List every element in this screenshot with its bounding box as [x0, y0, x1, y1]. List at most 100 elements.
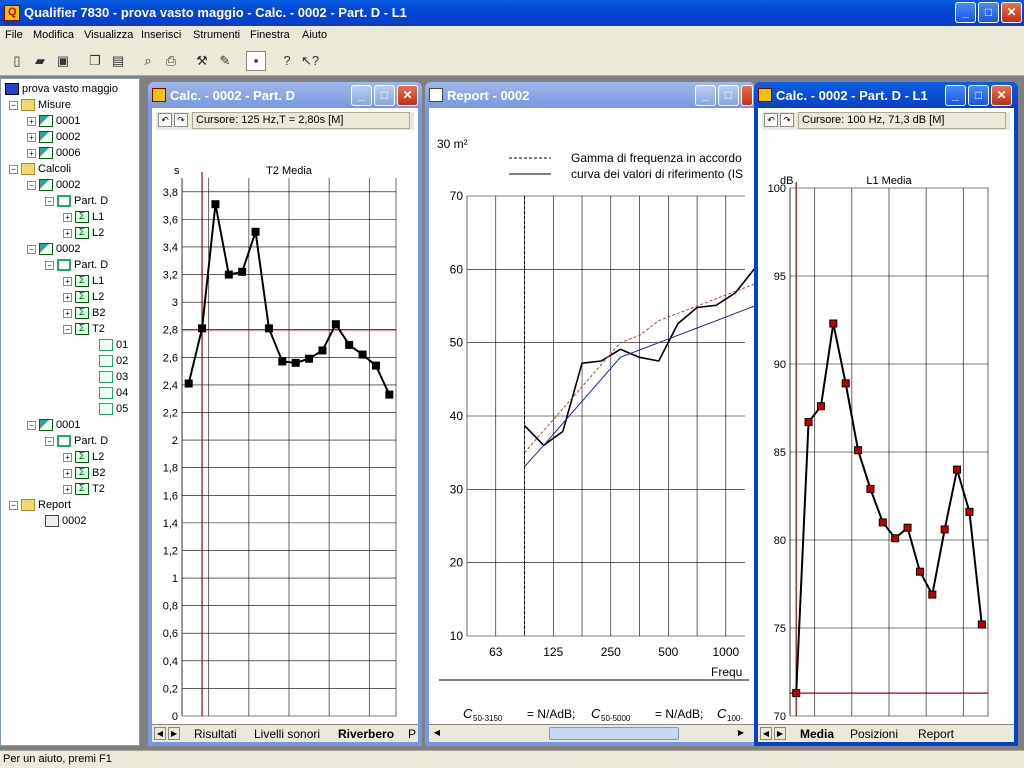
tab-scroll-left-icon[interactable]: ◀ [760, 727, 772, 740]
tab-posizioni[interactable]: Posizioni [850, 727, 899, 741]
redo-icon[interactable]: ↷ [780, 113, 794, 127]
close-button[interactable]: ✕ [397, 85, 418, 106]
tree-root[interactable]: prova vasto maggio [5, 81, 118, 97]
new-icon[interactable]: ▯ [13, 53, 21, 68]
minimize-button[interactable]: _ [351, 85, 372, 106]
expand-icon[interactable]: + [63, 468, 72, 478]
tree-node[interactable]: + Σ B2 [63, 465, 105, 481]
expand-icon[interactable]: + [27, 132, 36, 142]
tree-node[interactable]: − Σ T2 [63, 321, 105, 337]
tree-node[interactable]: −0002 [27, 177, 80, 193]
collapse-icon[interactable]: − [45, 260, 54, 270]
tree-node[interactable]: −0001 [27, 417, 80, 433]
tree-node[interactable]: +0002 [27, 129, 80, 145]
analyze-icon[interactable]: ⚒ [196, 53, 208, 68]
expand-icon[interactable]: + [63, 212, 72, 222]
save-icon[interactable]: ▣ [56, 53, 70, 68]
tree-node[interactable]: 05 [99, 401, 128, 417]
redo-icon[interactable]: ↷ [174, 113, 188, 127]
tree-node[interactable]: 04 [99, 385, 128, 401]
expand-icon[interactable]: + [63, 308, 72, 318]
menu-aiuto[interactable]: Aiuto [302, 29, 328, 41]
close-button[interactable]: ✕ [1001, 2, 1022, 23]
expand-icon[interactable]: + [63, 276, 72, 286]
scroll-thumb[interactable] [549, 727, 679, 740]
expand-icon[interactable]: + [63, 484, 72, 494]
project-tree[interactable]: prova vasto maggio − Misure +0001 +0002 +… [0, 78, 140, 746]
tree-node[interactable]: + Σ L1 [63, 209, 104, 225]
collapse-icon[interactable]: − [45, 436, 54, 446]
minimize-button[interactable]: _ [945, 85, 966, 106]
collapse-icon[interactable]: − [27, 244, 36, 254]
print-icon[interactable]: ⎙ [165, 53, 177, 68]
tree-node[interactable]: 0002 [45, 513, 86, 529]
tab-scroll-right-icon[interactable]: ▶ [774, 727, 786, 740]
tree-node[interactable]: 02 [99, 353, 128, 369]
tab-livelli-sonori[interactable]: Livelli sonori [254, 727, 321, 741]
paste-icon[interactable]: ▤ [111, 53, 125, 68]
help-icon[interactable]: ? [283, 53, 291, 68]
edit-icon[interactable]: ✎ [219, 53, 231, 68]
close-button[interactable]: ✕ [991, 85, 1012, 106]
undo-icon[interactable]: ↶ [764, 113, 778, 127]
collapse-icon[interactable]: − [9, 164, 18, 174]
collapse-icon[interactable]: − [9, 500, 18, 510]
tree-node[interactable]: − Report [9, 497, 71, 513]
tree-node[interactable]: −0002 [27, 241, 80, 257]
tab-report[interactable]: Report [918, 727, 955, 741]
tree-node[interactable]: +0001 [27, 113, 80, 129]
window-l1[interactable]: Calc. - 0002 - Part. D - L1 _ □ ✕ ↶ ↷ Cu… [754, 82, 1018, 746]
tree-node[interactable]: − Misure [9, 97, 71, 113]
reverb-chart[interactable]: sT2 MediaHz00,20,40,60,811,21,41,61,822,… [152, 138, 418, 728]
maximize-button[interactable]: □ [968, 85, 989, 106]
scroll-left-icon[interactable]: ◀ [433, 728, 441, 737]
tab-media[interactable]: Media [800, 727, 835, 741]
maximize-button[interactable]: □ [374, 85, 395, 106]
open-icon[interactable]: ▰ [35, 53, 45, 68]
window-report[interactable]: Report - 0002 _ □ 30 m² Gamma di frequenz… [425, 82, 755, 746]
tree-node[interactable]: + Σ L1 [63, 273, 104, 289]
tree-node[interactable]: − Part. D [45, 257, 108, 273]
tab-risultati[interactable]: Risultati [194, 727, 237, 741]
minimize-button[interactable]: _ [955, 2, 976, 23]
maximize-button[interactable]: □ [718, 85, 739, 106]
menu-strumenti[interactable]: Strumenti [193, 29, 241, 41]
collapse-icon[interactable]: − [27, 420, 36, 430]
report-chart[interactable]: 30 m² Gamma di frequenza in accordo curva … [429, 108, 755, 724]
window-reverb[interactable]: Calc. - 0002 - Part. D _ □ ✕ ↶ ↷ Cursore… [148, 82, 422, 746]
menu-file[interactable]: File [5, 29, 23, 41]
collapse-icon[interactable]: − [45, 196, 54, 206]
minimize-button[interactable]: _ [695, 85, 716, 106]
tree-node[interactable]: − Calcoli [9, 161, 71, 177]
collapse-icon[interactable]: − [27, 180, 36, 190]
menu-finestra[interactable]: Finestra [250, 29, 290, 41]
expand-icon[interactable]: + [27, 148, 36, 158]
expand-icon[interactable]: + [63, 228, 72, 238]
tree-node[interactable]: + Σ T2 [63, 481, 105, 497]
tree-icon[interactable]: ▪ [246, 51, 266, 71]
menu-inserisci[interactable]: Inserisci [141, 29, 182, 41]
collapse-icon[interactable]: − [9, 100, 18, 110]
menu-visualizza[interactable]: Visualizza [84, 29, 134, 41]
tab-scroll-right-icon[interactable]: ▶ [168, 727, 180, 740]
tree-node[interactable]: + Σ L2 [63, 289, 104, 305]
tab-p[interactable]: P [408, 727, 417, 741]
collapse-icon[interactable]: − [63, 324, 72, 334]
context-help-icon[interactable]: ↖? [301, 53, 320, 68]
expand-icon[interactable]: + [27, 116, 36, 126]
expand-icon[interactable]: + [63, 452, 72, 462]
tree-node[interactable]: − Part. D [45, 433, 108, 449]
copy-icon[interactable]: ❐ [89, 53, 101, 68]
tree-node[interactable]: 01 [99, 337, 128, 353]
tree-node[interactable]: 03 [99, 369, 128, 385]
horizontal-scrollbar[interactable]: ◀ ▶ [429, 724, 755, 742]
maximize-button[interactable]: □ [978, 2, 999, 23]
close-button[interactable] [741, 85, 753, 106]
tree-node[interactable]: + Σ L2 [63, 449, 104, 465]
tree-node[interactable]: + Σ L2 [63, 225, 104, 241]
tree-node[interactable]: +0006 [27, 145, 80, 161]
expand-icon[interactable]: + [63, 292, 72, 302]
tab-riverbero[interactable]: Riverbero [338, 727, 395, 741]
menu-modifica[interactable]: Modifica [33, 29, 74, 41]
